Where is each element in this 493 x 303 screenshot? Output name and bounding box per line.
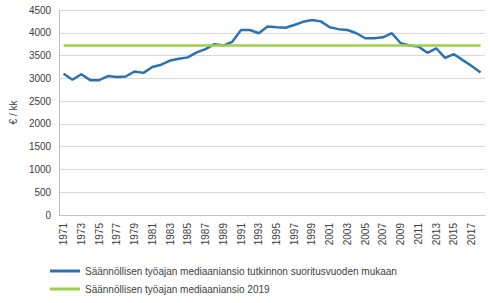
svg-text:1995: 1995 [271, 223, 282, 246]
svg-text:1973: 1973 [76, 223, 87, 246]
svg-text:2005: 2005 [360, 223, 371, 246]
svg-text:1987: 1987 [200, 223, 211, 246]
svg-text:1971: 1971 [58, 223, 69, 246]
svg-text:1991: 1991 [236, 223, 247, 246]
svg-text:1997: 1997 [289, 223, 300, 246]
svg-text:4000: 4000 [29, 27, 52, 38]
svg-text:1983: 1983 [165, 223, 176, 246]
svg-text:Säännöllisen työajan mediaania: Säännöllisen työajan mediaaniansio tutki… [85, 266, 397, 277]
svg-text:2011: 2011 [413, 223, 424, 245]
svg-text:3500: 3500 [29, 50, 52, 61]
svg-text:1977: 1977 [111, 223, 122, 246]
svg-text:1981: 1981 [147, 223, 158, 246]
svg-text:1000: 1000 [29, 164, 52, 175]
svg-text:2009: 2009 [395, 223, 406, 246]
svg-text:1993: 1993 [253, 223, 264, 246]
svg-text:1979: 1979 [129, 223, 140, 246]
svg-text:1989: 1989 [218, 223, 229, 246]
svg-text:€ / kk: € / kk [8, 100, 19, 125]
svg-text:2013: 2013 [431, 223, 442, 246]
svg-text:0: 0 [46, 210, 52, 221]
svg-text:2001: 2001 [324, 223, 335, 246]
svg-text:4500: 4500 [29, 5, 52, 16]
svg-text:1999: 1999 [306, 223, 317, 246]
svg-text:3000: 3000 [29, 73, 52, 84]
svg-text:500: 500 [34, 187, 51, 198]
svg-text:2003: 2003 [342, 223, 353, 246]
svg-text:1975: 1975 [94, 223, 105, 246]
svg-text:1500: 1500 [29, 141, 52, 152]
svg-text:2017: 2017 [466, 223, 477, 246]
svg-text:2015: 2015 [448, 223, 459, 246]
svg-text:2007: 2007 [377, 223, 388, 246]
svg-text:Säännöllisen työajan mediaania: Säännöllisen työajan mediaaniansio 2019 [85, 284, 270, 295]
svg-text:2000: 2000 [29, 118, 52, 129]
svg-text:2500: 2500 [29, 96, 52, 107]
svg-text:1985: 1985 [182, 223, 193, 246]
